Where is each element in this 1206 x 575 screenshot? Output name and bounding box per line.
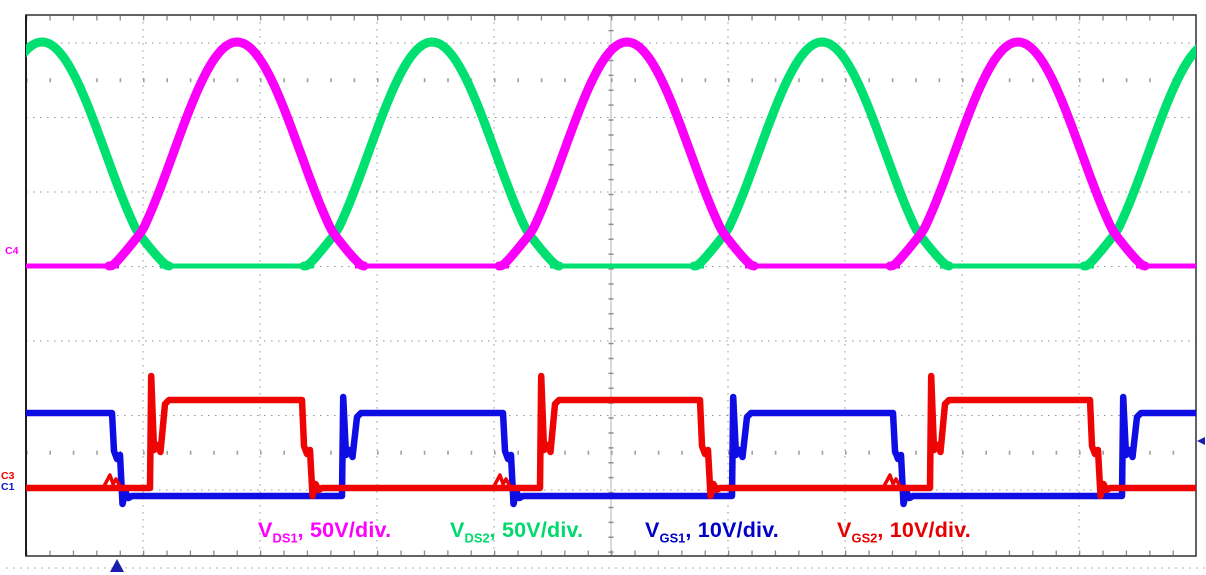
- trigger-time-marker: [110, 559, 124, 572]
- legend-vds1: VDS1, 50V/div.: [258, 517, 391, 551]
- legend-vgs2-symbol: V: [837, 518, 852, 542]
- traces: [26, 37, 1196, 508]
- legend-vds1-scale: , 50V/div.: [297, 518, 392, 542]
- legend-vds2-subscript: DS2: [464, 530, 490, 546]
- legend-vds1-subscript: DS1: [272, 530, 298, 546]
- trace-vds2: [26, 37, 1196, 271]
- trace-vgs1: [26, 393, 1196, 508]
- legend-vds1-symbol: V: [258, 518, 273, 542]
- legend-vgs1: VGS1, 10V/div.: [645, 517, 779, 551]
- legend-vgs2-scale: , 10V/div.: [877, 518, 971, 542]
- legend-vds2-symbol: V: [450, 518, 465, 542]
- legend-vgs1-symbol: V: [645, 518, 660, 542]
- graticule: [6, 14, 1206, 569]
- legend-vds2: VDS2, 50V/div.: [450, 517, 583, 551]
- channel-badge-c3: C3: [1, 470, 15, 482]
- legend-vgs1-scale: , 10V/div.: [685, 518, 779, 542]
- legend-vgs2: VGS2, 10V/div.: [837, 517, 971, 551]
- trigger-level-marker: [1197, 437, 1205, 445]
- channel-badge-c4: C4: [5, 245, 19, 257]
- legend-vgs2-subscript: GS2: [851, 530, 878, 546]
- trace-vds1: [26, 37, 1196, 271]
- channel-badge-c1: C1: [1, 481, 15, 493]
- trace-vgs2: [26, 372, 1196, 500]
- legend-vgs1-subscript: GS1: [659, 530, 686, 546]
- legend-vds2-scale: , 50V/div.: [489, 518, 584, 542]
- trace-legend: VDS1, 50V/div. VDS2, 50V/div. VGS1, 10V/…: [0, 517, 1206, 547]
